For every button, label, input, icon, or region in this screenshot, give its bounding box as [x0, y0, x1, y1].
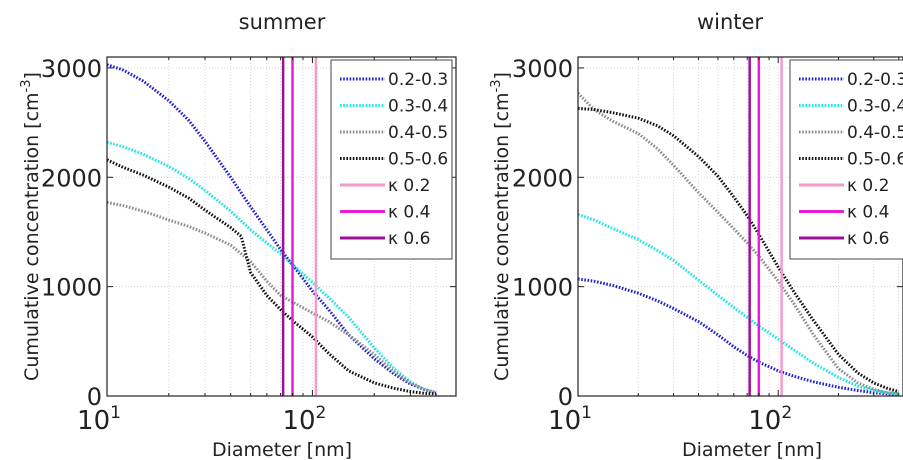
chart-title: winter — [697, 10, 763, 34]
y-tick-label: 0 — [87, 383, 102, 411]
legend-label: 0.2-0.3 — [388, 70, 448, 90]
y-tick-label: 0 — [558, 383, 573, 411]
x-tick-label: 101 — [77, 403, 121, 436]
legend: 0.2-0.3 0.3-0.4 0.4-0.5 0.5-0.6 κ 0.2 κ 0.4 κ … — [330, 59, 453, 260]
plot-frame — [106, 56, 457, 397]
y-axis-label: Cumulative concentration [cm-3] — [19, 72, 43, 381]
y-tick-label: 3000 — [41, 55, 102, 83]
x-tick-label: 101 — [548, 403, 592, 436]
legend-label: κ 0.4 — [847, 203, 889, 223]
chart-panel-winter: 0 1000 2000 3000 101 102 Diameter [nm] Cumulati… — [489, 10, 903, 460]
legend-label: 0.2-0.3 — [847, 70, 903, 90]
series-line-0.3-0.4 — [578, 213, 899, 396]
legend: 0.2-0.3 0.3-0.4 0.4-0.5 0.5-0.6 κ 0.2 κ 0.4 κ … — [789, 59, 903, 260]
legend-label: κ 0.6 — [388, 229, 430, 249]
series-group — [578, 57, 900, 396]
y-axis-label: Cumulative concentration [cm-3] — [489, 72, 513, 381]
legend-label: κ 0.2 — [847, 176, 889, 196]
legend-label: κ 0.6 — [847, 229, 889, 249]
legend-label: 0.3-0.4 — [847, 97, 903, 117]
series-line-0.3-0.4 — [107, 140, 437, 395]
x-axis-label: Diameter [nm] — [682, 439, 822, 460]
y-tick-label: 2000 — [41, 164, 102, 192]
grid — [578, 57, 903, 396]
y-tick-label: 2000 — [512, 164, 573, 192]
series-line-0.5-0.6 — [578, 106, 900, 394]
legend-label: 0.5-0.6 — [388, 150, 448, 170]
legend-label: 0.4-0.5 — [388, 123, 448, 143]
chart-title: summer — [239, 10, 326, 34]
series-line-0.5-0.6 — [107, 158, 437, 396]
y-tick-label: 1000 — [41, 274, 102, 302]
legend-label: κ 0.4 — [388, 203, 430, 223]
chart-panel-summer: 0 1000 2000 3000 101 102 Diameter [nm] Cumulati… — [19, 10, 457, 460]
legend-label: 0.4-0.5 — [847, 123, 903, 143]
y-tick-label: 3000 — [512, 55, 573, 83]
series-line-0.4-0.5 — [578, 92, 899, 396]
legend-label: 0.5-0.6 — [847, 150, 903, 170]
x-tick-label: 102 — [282, 403, 326, 436]
x-tick-label: 102 — [748, 403, 792, 436]
series-line-0.4-0.5 — [107, 200, 437, 395]
y-tick-label: 1000 — [512, 274, 573, 302]
series-line-0.2-0.3 — [578, 277, 899, 396]
x-axis-label: Diameter [nm] — [212, 439, 352, 460]
plot-frame — [577, 56, 903, 397]
legend-label: κ 0.2 — [388, 176, 430, 196]
series-group — [107, 57, 437, 396]
legend-label: 0.3-0.4 — [388, 97, 448, 117]
